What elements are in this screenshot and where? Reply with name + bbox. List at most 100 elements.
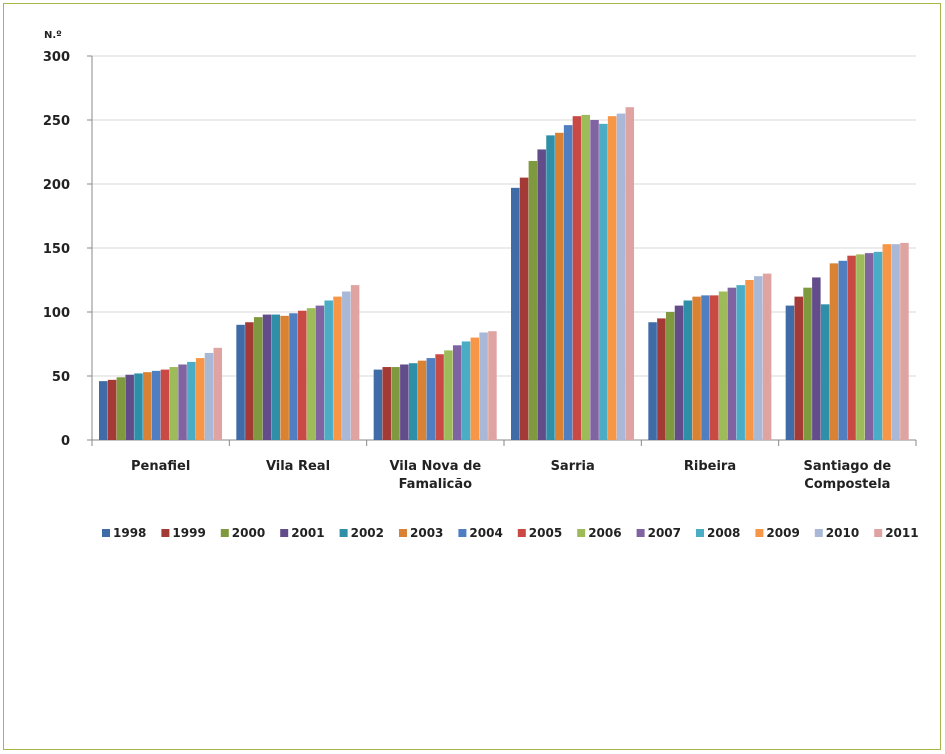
- legend-label: 1998: [113, 526, 146, 540]
- legend-label: 2002: [351, 526, 384, 540]
- bar: [373, 369, 383, 440]
- bar: [812, 277, 821, 440]
- bar: [213, 347, 223, 440]
- bar: [794, 296, 803, 440]
- bar: [479, 332, 488, 440]
- y-tick-label: 200: [43, 178, 70, 193]
- bar: [710, 295, 719, 440]
- legend-swatch: [755, 529, 764, 537]
- y-tick-label: 250: [43, 114, 70, 129]
- bar: [665, 312, 675, 440]
- bar: [151, 370, 161, 440]
- bar: [683, 300, 693, 440]
- bar: [900, 242, 909, 440]
- bar: [785, 305, 795, 440]
- bar: [718, 291, 728, 440]
- bar: [736, 285, 745, 440]
- legend-label: 2006: [588, 526, 621, 540]
- bar: [762, 273, 772, 440]
- bar: [616, 113, 626, 440]
- bar: [461, 341, 471, 440]
- bar: [306, 308, 316, 440]
- bar: [754, 276, 763, 440]
- bar: [315, 305, 325, 440]
- bar: [134, 373, 143, 440]
- legend-swatch: [280, 529, 289, 537]
- y-tick-label: 100: [43, 306, 70, 321]
- bar: [546, 135, 555, 441]
- bar: [452, 345, 462, 440]
- bar: [488, 331, 497, 440]
- legend-swatch: [339, 529, 348, 537]
- bar: [408, 363, 418, 440]
- legend-label: 2010: [826, 526, 859, 540]
- bars: [99, 107, 909, 441]
- y-tick-label: 50: [52, 370, 70, 385]
- legend-swatch: [814, 529, 823, 537]
- y-tick-label: 300: [43, 50, 70, 65]
- legend-swatch: [102, 529, 110, 537]
- legend-label: 2004: [469, 526, 502, 540]
- bar: [674, 305, 684, 440]
- bar: [470, 337, 480, 440]
- bar: [280, 315, 289, 440]
- bar: [187, 361, 196, 440]
- bar: [204, 352, 214, 440]
- bar-chart: N.º 0 50 100 150 200 250 300 Penafiel Vila Real…: [43, 30, 919, 540]
- bar: [178, 364, 187, 440]
- bar: [838, 260, 848, 440]
- legend-label: 2009: [766, 526, 799, 540]
- bar: [519, 177, 529, 440]
- legend: 1998 1999 2000 2001 2002 2003 2004 2005 2006 2007…: [102, 526, 919, 540]
- bar: [350, 285, 360, 440]
- bar: [444, 350, 453, 440]
- legend-swatch: [220, 529, 229, 537]
- bar: [572, 116, 582, 440]
- x-category-label: Compostela: [804, 477, 890, 492]
- bar: [253, 317, 263, 440]
- bar: [864, 253, 874, 440]
- bar: [245, 322, 254, 440]
- x-category-label: Vila Nova de: [389, 459, 481, 474]
- bar: [426, 358, 436, 440]
- bar: [599, 123, 608, 440]
- bar: [271, 314, 281, 440]
- legend-swatch: [696, 529, 704, 537]
- legend-swatch: [577, 529, 586, 537]
- legend-swatch: [517, 529, 526, 537]
- legend-swatch: [874, 529, 883, 537]
- bar: [289, 313, 298, 440]
- legend-label: 2011: [885, 526, 918, 540]
- bar: [891, 244, 900, 440]
- bar: [324, 300, 333, 440]
- x-category-label: Ribeira: [684, 459, 736, 474]
- bar: [829, 263, 839, 440]
- bar: [701, 295, 710, 440]
- legend-swatch: [161, 529, 170, 537]
- x-category-label: Sarria: [551, 459, 595, 474]
- bar: [511, 187, 520, 440]
- y-axis: 0 50 100 150 200 250 300: [43, 50, 93, 449]
- bar: [820, 304, 830, 440]
- bar: [745, 280, 754, 440]
- y-tick-label: 0: [61, 434, 70, 449]
- bar: [847, 255, 856, 440]
- bar: [537, 149, 546, 440]
- legend-label: 2001: [291, 526, 324, 540]
- bar: [803, 287, 812, 440]
- bar: [333, 296, 342, 440]
- legend-swatch: [636, 529, 645, 537]
- chart-frame: N.º 0 50 100 150 200 250 300 Penafiel Vila Real…: [3, 3, 941, 750]
- bar: [727, 287, 737, 440]
- bar: [298, 310, 307, 440]
- bar: [125, 374, 134, 440]
- bar: [563, 125, 573, 441]
- bar: [590, 120, 599, 440]
- bar: [116, 377, 126, 440]
- bar: [528, 160, 538, 440]
- bar: [99, 381, 108, 440]
- bar: [400, 364, 409, 440]
- bar: [382, 367, 391, 440]
- bar: [435, 354, 444, 440]
- bar: [236, 324, 245, 440]
